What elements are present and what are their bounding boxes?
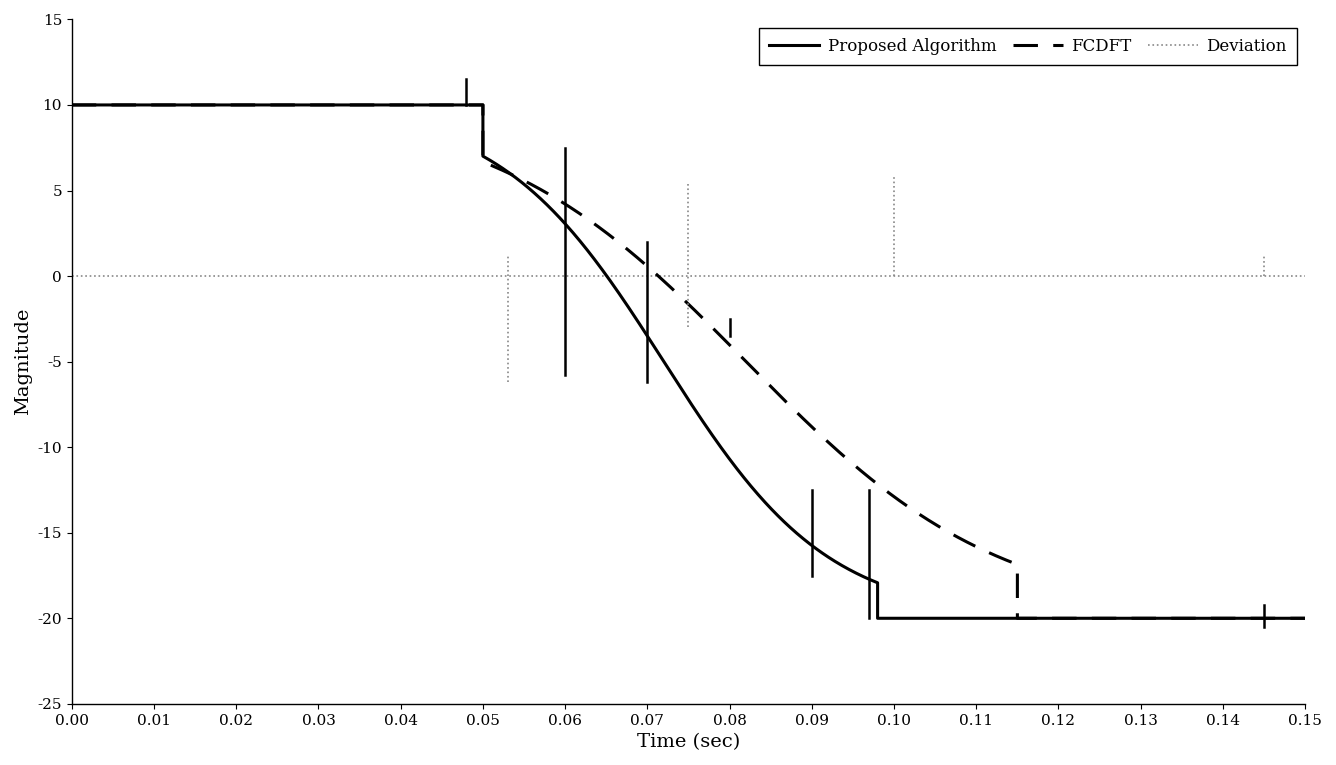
Legend: Proposed Algorithm, FCDFT, Deviation: Proposed Algorithm, FCDFT, Deviation [759,28,1297,65]
Y-axis label: Magnitude: Magnitude [13,308,32,415]
X-axis label: Time (sec): Time (sec) [637,733,740,751]
